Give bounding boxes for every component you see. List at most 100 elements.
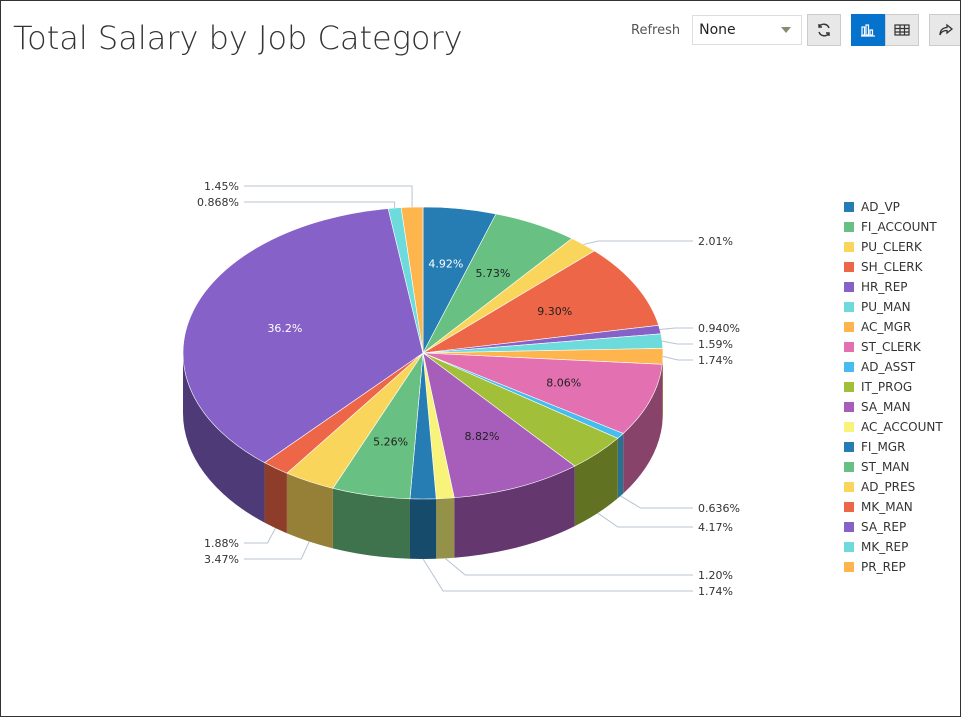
slice-AD_VP[interactable] bbox=[422, 206, 497, 354]
legend-label: ST_CLERK bbox=[861, 340, 922, 354]
chevron-down-icon bbox=[781, 27, 792, 33]
slice-label-FI_ACCOUNT: 5.73% bbox=[475, 267, 510, 280]
slice-side-SA_MAN[interactable] bbox=[454, 466, 575, 558]
slice-FI_MGR[interactable] bbox=[409, 352, 437, 500]
legend-swatch bbox=[844, 282, 854, 292]
legend-item[interactable]: AD_ASST bbox=[844, 360, 916, 374]
slice-ST_CLERK[interactable] bbox=[422, 352, 663, 434]
legend-item[interactable]: IT_PROG bbox=[844, 380, 912, 394]
legend-item[interactable]: ST_MAN bbox=[844, 460, 910, 474]
slice-side-MK_MAN[interactable] bbox=[264, 462, 287, 534]
legend-swatch bbox=[844, 522, 854, 532]
legend-item[interactable]: SH_CLERK bbox=[844, 260, 924, 274]
legend-item[interactable]: SA_REP bbox=[844, 520, 906, 534]
legend-swatch bbox=[844, 562, 854, 572]
leader-line bbox=[597, 512, 693, 528]
share-button[interactable] bbox=[929, 14, 960, 46]
slice-side-SA_REP[interactable] bbox=[183, 353, 265, 523]
slice-ST_MAN[interactable] bbox=[332, 352, 424, 500]
legend-swatch bbox=[844, 382, 854, 392]
slice-label-SA_MAN: 8.82% bbox=[465, 430, 500, 443]
slice-IT_PROG[interactable] bbox=[422, 352, 619, 467]
slice-side-AC_MGR[interactable] bbox=[662, 353, 663, 425]
slice-PU_CLERK[interactable] bbox=[422, 238, 596, 354]
slice-side-IT_PROG[interactable] bbox=[574, 438, 618, 527]
legend-item[interactable]: AC_MGR bbox=[844, 320, 911, 334]
slice-label-AC_MGR: 1.74% bbox=[698, 354, 733, 367]
leader-line bbox=[620, 495, 693, 509]
legend-item[interactable]: PU_CLERK bbox=[844, 240, 923, 254]
legend-label: PU_CLERK bbox=[861, 240, 923, 254]
legend-item[interactable]: AD_PRES bbox=[844, 480, 915, 494]
refresh-button[interactable] bbox=[807, 14, 842, 46]
legend-label: AC_ACCOUNT bbox=[861, 420, 943, 434]
legend-item[interactable]: SA_MAN bbox=[844, 400, 911, 414]
table-icon bbox=[894, 24, 910, 36]
leader-line bbox=[244, 527, 276, 544]
legend-swatch bbox=[844, 442, 854, 452]
slice-SH_CLERK[interactable] bbox=[422, 250, 660, 354]
legend-item[interactable]: ST_CLERK bbox=[844, 340, 922, 354]
slice-AD_PRES[interactable] bbox=[286, 352, 424, 489]
leader-line bbox=[244, 201, 396, 209]
slice-label-HR_REP: 0.940% bbox=[698, 322, 740, 335]
legend-label: PU_MAN bbox=[861, 300, 911, 314]
refresh-select[interactable]: None bbox=[692, 15, 803, 45]
legend-item[interactable]: AD_VP bbox=[844, 200, 900, 214]
toolbar: Refresh None bbox=[631, 14, 960, 46]
slice-HR_REP[interactable] bbox=[422, 324, 662, 354]
slice-SA_REP[interactable] bbox=[182, 208, 424, 464]
refresh-icon bbox=[818, 23, 830, 37]
slice-side-ST_MAN[interactable] bbox=[332, 488, 410, 559]
slice-PR_REP[interactable] bbox=[400, 206, 424, 354]
legend-label: SH_CLERK bbox=[861, 260, 924, 274]
legend-item[interactable]: MK_REP bbox=[844, 540, 908, 554]
legend-swatch bbox=[844, 362, 854, 372]
leader-line bbox=[444, 557, 693, 576]
legend-item[interactable]: MK_MAN bbox=[844, 500, 913, 514]
legend-label: IT_PROG bbox=[861, 380, 912, 394]
legend-label: HR_REP bbox=[861, 280, 908, 294]
slice-AC_ACCOUNT[interactable] bbox=[422, 352, 455, 500]
legend-item[interactable]: PR_REP bbox=[844, 560, 906, 574]
legend-label: AD_ASST bbox=[861, 360, 916, 374]
refresh-label: Refresh bbox=[631, 22, 681, 38]
slice-FI_ACCOUNT[interactable] bbox=[422, 213, 573, 354]
legend-swatch bbox=[844, 462, 854, 472]
legend: AD_VP FI_ACCOUNT PU_CLERK SH_CLERK HR_REP PU_… bbox=[844, 200, 943, 574]
pie-side-walls bbox=[183, 353, 663, 560]
share-icon bbox=[939, 23, 954, 36]
slice-label-MK_REP: 0.868% bbox=[197, 196, 239, 209]
slice-label-MK_MAN: 1.88% bbox=[204, 537, 239, 550]
table-view-button[interactable] bbox=[885, 14, 920, 46]
slice-side-ST_CLERK[interactable] bbox=[623, 364, 663, 494]
legend-label: ST_MAN bbox=[861, 460, 910, 474]
slice-label-AD_VP: 4.92% bbox=[428, 258, 463, 271]
legend-swatch bbox=[844, 422, 854, 432]
slice-SA_MAN[interactable] bbox=[422, 352, 576, 499]
slice-label-PU_CLERK: 2.01% bbox=[698, 235, 733, 248]
chart-view-button[interactable] bbox=[851, 14, 886, 46]
slice-AC_MGR[interactable] bbox=[422, 348, 664, 365]
legend-item[interactable]: FI_MGR bbox=[844, 440, 905, 454]
legend-item[interactable]: FI_ACCOUNT bbox=[844, 220, 937, 234]
slice-MK_MAN[interactable] bbox=[263, 352, 424, 474]
legend-swatch bbox=[844, 322, 854, 332]
slice-side-AD_PRES[interactable] bbox=[286, 473, 333, 549]
refresh-select-value: None bbox=[699, 22, 736, 38]
legend-item[interactable]: AC_ACCOUNT bbox=[844, 420, 943, 434]
slice-MK_REP[interactable] bbox=[387, 207, 424, 354]
slice-AD_ASST[interactable] bbox=[422, 352, 624, 439]
legend-label: MK_REP bbox=[861, 540, 908, 554]
legend-swatch bbox=[844, 502, 854, 512]
slice-label-ST_CLERK: 8.06% bbox=[546, 376, 581, 389]
legend-item[interactable]: PU_MAN bbox=[844, 300, 911, 314]
slice-side-FI_MGR[interactable] bbox=[409, 498, 437, 560]
legend-item[interactable]: HR_REP bbox=[844, 280, 908, 294]
slice-side-AD_ASST[interactable] bbox=[617, 433, 624, 499]
slice-side-AC_ACCOUNT[interactable] bbox=[436, 497, 455, 559]
legend-label: PR_REP bbox=[861, 560, 906, 574]
slice-label-SA_REP: 36.2% bbox=[267, 322, 302, 335]
slice-PU_MAN[interactable] bbox=[422, 333, 664, 354]
